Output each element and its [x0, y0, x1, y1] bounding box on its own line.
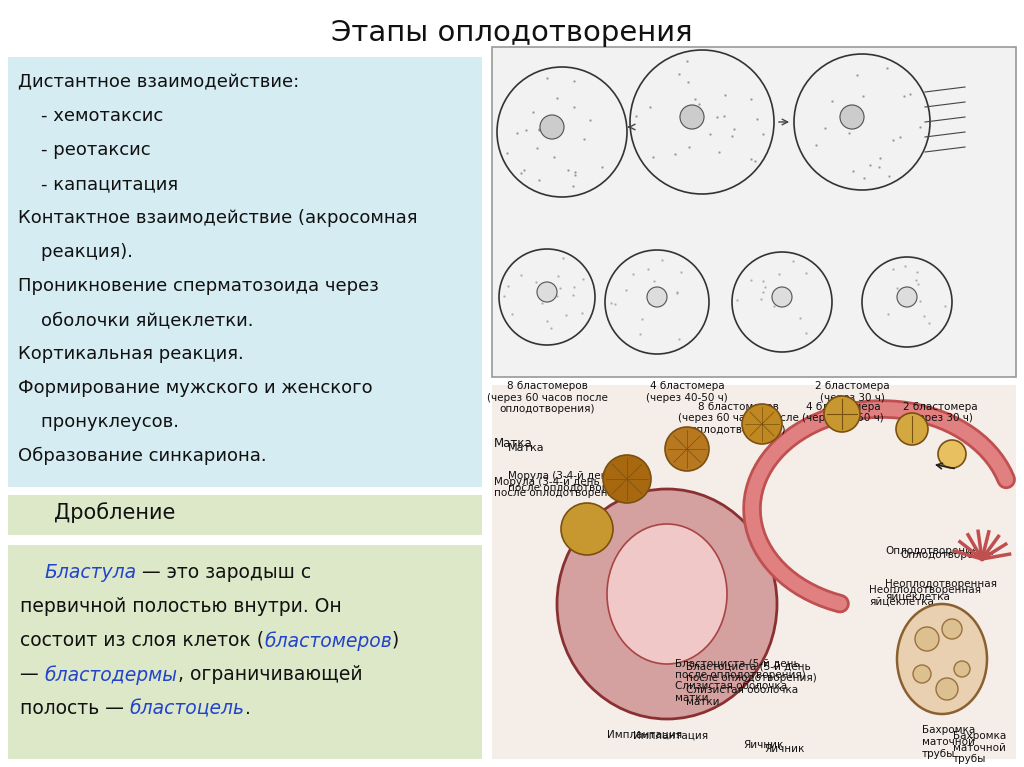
Text: Контактное взаимодействие (акросомная: Контактное взаимодействие (акросомная: [18, 209, 418, 227]
Text: пронуклеусов.: пронуклеусов.: [18, 413, 179, 431]
Text: Формирование мужского и женского: Формирование мужского и женского: [18, 379, 373, 397]
Text: Имплантация: Имплантация: [634, 731, 709, 741]
Circle shape: [824, 396, 860, 432]
Text: Неоплодотворенная
яйцеклетка: Неоплодотворенная яйцеклетка: [869, 585, 981, 607]
Text: Яичник: Яичник: [743, 740, 784, 750]
Circle shape: [537, 282, 557, 302]
Text: Бластоциста (5-й день
после оплодотворения)
Слизистая оболочка
матки: Бластоциста (5-й день после оплодотворен…: [686, 662, 816, 706]
Text: , ограничивающей: , ограничивающей: [177, 665, 362, 684]
Text: Бахромка
маточной
трубы: Бахромка маточной трубы: [953, 731, 1007, 764]
Circle shape: [840, 105, 864, 129]
Text: 2 бластомера
(через 30 ч): 2 бластомера (через 30 ч): [903, 402, 977, 423]
Text: Яичник: Яичник: [765, 744, 805, 754]
Circle shape: [936, 678, 958, 700]
Text: состоит из слоя клеток (: состоит из слоя клеток (: [20, 631, 264, 650]
Text: полость —: полость —: [20, 699, 130, 718]
Circle shape: [603, 455, 651, 503]
Text: 4 бластомера
(через 40-50 ч): 4 бластомера (через 40-50 ч): [802, 402, 884, 423]
Ellipse shape: [557, 489, 777, 719]
Text: Бластоциста (5-й день
после оплодотворения)
Слизистая оболочка
матки: Бластоциста (5-й день после оплодотворен…: [676, 658, 806, 703]
Circle shape: [665, 427, 709, 471]
Text: оболочки яйцеклетки.: оболочки яйцеклетки.: [18, 311, 254, 329]
Text: Кортикальная реакция.: Кортикальная реакция.: [18, 345, 244, 363]
Circle shape: [680, 105, 705, 129]
Circle shape: [540, 115, 564, 139]
Bar: [8, 57, 482, 487]
Text: бластомеров: бластомеров: [264, 631, 392, 650]
Text: - капацитация: - капацитация: [18, 175, 178, 193]
Circle shape: [647, 287, 667, 307]
Text: - хемотаксис: - хемотаксис: [18, 107, 163, 125]
Text: Бластула: Бластула: [44, 563, 136, 582]
Circle shape: [561, 503, 613, 555]
Bar: [8, 545, 482, 759]
Text: Этапы оплодотворения: Этапы оплодотворения: [331, 19, 693, 47]
Ellipse shape: [897, 604, 987, 714]
Text: ): ): [392, 631, 399, 650]
Bar: [492, 47, 1016, 377]
Text: Оплодотворение: Оплодотворение: [885, 546, 978, 556]
Text: реакция).: реакция).: [18, 243, 133, 261]
Circle shape: [915, 627, 939, 651]
Bar: [8, 495, 482, 535]
Text: Оплодотворение: Оплодотворение: [901, 550, 994, 560]
Text: Бахромка
маточной
трубы: Бахромка маточной трубы: [922, 726, 975, 759]
Text: бластоцель: бластоцель: [130, 699, 245, 718]
Ellipse shape: [607, 524, 727, 664]
Text: 8 бластомеров
(через 60 часов после
оплодотворения): 8 бластомеров (через 60 часов после опло…: [486, 381, 607, 414]
Circle shape: [954, 661, 970, 677]
Text: Дробление: Дробление: [54, 502, 175, 523]
Bar: [492, 385, 1016, 759]
Circle shape: [742, 404, 782, 444]
Circle shape: [913, 665, 931, 683]
Circle shape: [896, 413, 928, 445]
Text: .: .: [245, 699, 251, 718]
Text: Неоплодотворенная
яйцеклетка: Неоплодотворенная яйцеклетка: [885, 580, 997, 601]
Text: бластодермы: бластодермы: [45, 665, 177, 685]
Text: первичной полостью внутри. Он: первичной полостью внутри. Он: [20, 597, 342, 616]
Text: Матка: Матка: [494, 437, 532, 450]
Text: 4 бластомера
(через 40-50 ч): 4 бластомера (через 40-50 ч): [646, 381, 728, 403]
Text: Морула (3-4-й день
после оплодотворения): Морула (3-4-й день после оплодотворения): [508, 471, 639, 492]
Text: Образование синкариона.: Образование синкариона.: [18, 447, 266, 466]
Circle shape: [938, 440, 966, 468]
Circle shape: [772, 287, 792, 307]
Text: - реотаксис: - реотаксис: [18, 141, 151, 159]
Text: Дистантное взаимодействие:: Дистантное взаимодействие:: [18, 73, 299, 91]
Circle shape: [942, 619, 962, 639]
Text: —: —: [20, 665, 45, 684]
Text: Матка: Матка: [508, 443, 545, 453]
Text: Имплантация: Имплантация: [607, 729, 682, 739]
Text: — это зародыш с: — это зародыш с: [136, 563, 311, 582]
Text: 8 бластомеров
(через 60 часов после
оплодотворения): 8 бластомеров (через 60 часов после опло…: [678, 402, 799, 435]
Circle shape: [897, 287, 918, 307]
Text: Проникновение сперматозоида через: Проникновение сперматозоида через: [18, 277, 379, 295]
Text: Морула (3-4-й день
после оплодотворения): Морула (3-4-й день после оплодотворения): [494, 476, 625, 499]
Text: 2 бластомера
(через 30 ч): 2 бластомера (через 30 ч): [815, 381, 889, 403]
